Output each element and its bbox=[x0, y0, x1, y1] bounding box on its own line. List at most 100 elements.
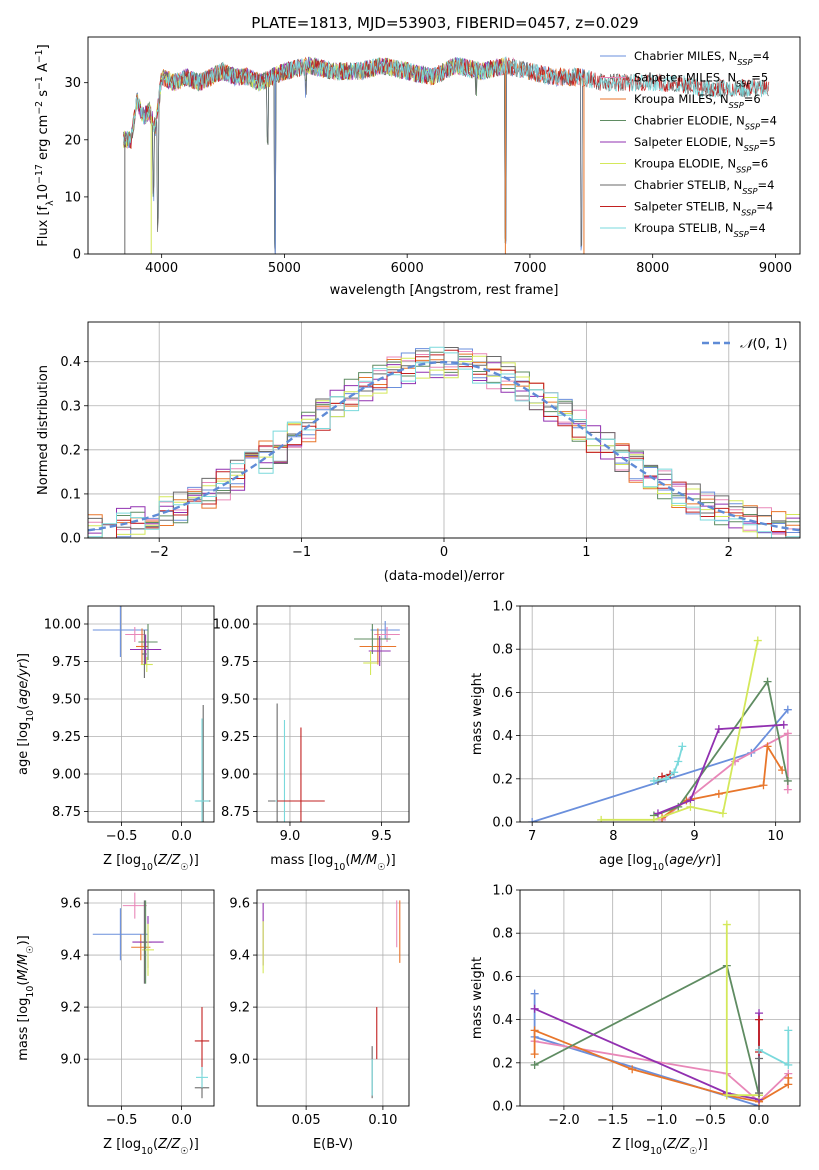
spectrum-ytick-label: 20 bbox=[64, 133, 81, 148]
spectrum-legend-label: Kroupa STELIB, NSSP=4 bbox=[634, 221, 766, 239]
mass_weight_vs_age-marker bbox=[763, 742, 772, 751]
age_vs_z-xtick-label: 0.0 bbox=[171, 829, 192, 844]
mass_weight_vs_z-marker bbox=[784, 1073, 793, 1082]
spectrum-ytick-label: 0 bbox=[73, 248, 81, 263]
mass_weight_vs_age-marker bbox=[763, 677, 772, 686]
age_vs_mass-ytick-label: 8.75 bbox=[221, 805, 250, 820]
mass_vs_z-ytick-label: 9.2 bbox=[60, 1001, 81, 1016]
spectrum-xtick-label: 4000 bbox=[145, 261, 178, 276]
spectrum-legend-label: Kroupa ELODIE, NSSP=6 bbox=[634, 157, 768, 175]
mass_vs_ebv-frame bbox=[256, 889, 410, 1107]
mass_weight_vs_age-marker bbox=[783, 729, 792, 738]
mass_weight_vs_z-frame bbox=[519, 889, 801, 1107]
mass_weight_vs_age-xlabel: age [log10(age/yr)] bbox=[599, 853, 721, 873]
residuals-ytick-label: 0.3 bbox=[60, 399, 81, 414]
mass_weight_vs_z-xtick-label: 0.0 bbox=[749, 1113, 770, 1128]
mass_weight_vs_z-xlabel: Z [log10(Z/Z☉)] bbox=[612, 1137, 708, 1157]
mass_weight_vs_age-marker bbox=[528, 818, 537, 822]
spectrum-legend-label: Kroupa MILES, NSSP=6 bbox=[634, 92, 761, 110]
mass_weight_vs_age-ytick-label: 0.8 bbox=[492, 643, 513, 658]
figure-title: PLATE=1813, MJD=53903, FIBERID=0457, z=0… bbox=[251, 14, 638, 32]
mass_weight_vs_age-ytick-label: 0.0 bbox=[492, 816, 513, 831]
mass_weight_vs_age-series-line bbox=[657, 723, 784, 815]
mass_vs_ebv-xtick-label: 0.10 bbox=[368, 1113, 397, 1128]
mass_weight_vs_age-ytick-label: 0.6 bbox=[492, 686, 513, 701]
age_vs_z-ytick-label: 8.75 bbox=[52, 805, 81, 820]
mass_weight_vs_z-ytick-label: 0.2 bbox=[492, 1056, 513, 1071]
mass_weight_vs_z-marker bbox=[628, 1065, 637, 1074]
age_vs_z-ylabel: age [log10(age/yr)] bbox=[16, 653, 36, 775]
mass_weight_vs_age-marker bbox=[670, 768, 679, 777]
mass_vs_ebv-ytick-label: 9.2 bbox=[229, 1001, 250, 1016]
mass_weight_vs_z-ytick-label: 0.8 bbox=[492, 927, 513, 942]
mass_vs_z-xtick-label: −0.5 bbox=[106, 1113, 138, 1128]
mass_weight_vs_age-marker bbox=[714, 725, 723, 734]
residuals-legend-label: 𝒩(0, 1) bbox=[740, 337, 787, 352]
mass_vs_ebv-ytick-label: 9.6 bbox=[229, 897, 250, 912]
mass_vs_ebv-ytick-label: 9.0 bbox=[229, 1053, 250, 1068]
mass_weight_vs_age-marker bbox=[783, 776, 792, 785]
age_vs_z-ytick-label: 9.00 bbox=[52, 768, 81, 783]
mass_weight_vs_z-ytick-label: 0.4 bbox=[492, 1013, 513, 1028]
spectrum-legend-label: Salpeter STELIB, NSSP=4 bbox=[634, 200, 773, 218]
mass_weight_vs_age-xtick-label: 9 bbox=[690, 829, 698, 844]
spectrum-ytick-label: 30 bbox=[64, 76, 81, 91]
age_vs_z-ytick-label: 10.00 bbox=[44, 618, 81, 633]
age_vs_mass-ytick-label: 10.00 bbox=[213, 618, 250, 633]
mass_vs_z-xlabel: Z [log10(Z/Z☉)] bbox=[103, 1137, 199, 1157]
spectrum-legend-label: Chabrier STELIB, NSSP=4 bbox=[634, 178, 774, 196]
mass_vs_z-frame bbox=[87, 889, 215, 1107]
age_vs_mass-points bbox=[267, 621, 400, 822]
spectrum-ytick-label: 10 bbox=[64, 190, 81, 205]
spectrum-legend-label: Chabrier ELODIE, NSSP=4 bbox=[634, 114, 777, 132]
mass_weight_vs_z-marker bbox=[755, 1015, 764, 1024]
mass_weight_vs_z-series-line bbox=[725, 924, 759, 1097]
mass_weight_vs_age-frame bbox=[519, 605, 801, 823]
residuals-histogram-step bbox=[88, 346, 800, 538]
residuals-ytick-label: 0.4 bbox=[60, 355, 81, 370]
residuals-xtick-label: −1 bbox=[292, 545, 311, 560]
mass_weight_vs_age-marker bbox=[714, 789, 723, 798]
spectrum-xtick-label: 9000 bbox=[759, 261, 792, 276]
mass_weight_vs_z-series-line bbox=[534, 964, 760, 1096]
residuals-xtick-label: 2 bbox=[725, 545, 733, 560]
spectrum-xlabel: wavelength [Angstrom, rest frame] bbox=[330, 283, 559, 298]
mass_weight_vs_z-marker bbox=[784, 1026, 793, 1035]
mass_weight_vs_z-marker bbox=[530, 1050, 539, 1059]
mass_weight_vs_age-marker bbox=[731, 757, 740, 766]
residuals-ylabel: Normed distribution bbox=[36, 365, 51, 495]
mass_weight_vs_z-series-line bbox=[533, 993, 760, 1106]
spectrum-series-line bbox=[123, 57, 769, 254]
residuals-ytick-label: 0.2 bbox=[60, 443, 81, 458]
mass_weight_vs_age-xtick-label: 8 bbox=[609, 829, 617, 844]
mass_weight_vs_z-ytick-label: 0.6 bbox=[492, 970, 513, 985]
residuals-xlabel: (data-model)/error bbox=[384, 569, 505, 584]
mass_weight_vs_age-marker bbox=[753, 636, 762, 645]
mass_vs_z-ytick-label: 9.0 bbox=[60, 1053, 81, 1068]
mass_weight_vs_age-marker bbox=[662, 774, 671, 783]
mass_weight_vs_z-ytick-label: 0.0 bbox=[492, 1100, 513, 1115]
mass_weight_vs_age-ylabel: mass weight bbox=[470, 673, 485, 755]
spectrum-xtick-label: 6000 bbox=[391, 261, 424, 276]
age_vs_mass-ytick-label: 9.50 bbox=[221, 693, 250, 708]
mass_weight_vs_z-series-line bbox=[534, 1040, 789, 1103]
mass_weight_vs_z-xtick-label: −2.0 bbox=[548, 1113, 580, 1128]
spectrum-xtick-label: 7000 bbox=[513, 261, 546, 276]
mass_weight_vs_age-marker bbox=[649, 815, 658, 822]
age_vs_mass-xtick-label: 9.0 bbox=[280, 829, 301, 844]
mass_vs_ebv-xlabel: E(B-V) bbox=[313, 1137, 353, 1152]
mass_weight_vs_z-xtick-label: −0.5 bbox=[694, 1113, 726, 1128]
age_vs_mass-xtick-label: 9.5 bbox=[371, 829, 392, 844]
mass_vs_ebv-ytick-label: 9.4 bbox=[229, 949, 250, 964]
mass_weight_vs_z-marker bbox=[530, 1004, 539, 1013]
age_vs_z-points bbox=[92, 606, 211, 822]
mass_weight_vs_z-marker bbox=[784, 1060, 793, 1069]
mass_vs_z-ylabel: mass [log10(M/M☉)] bbox=[16, 935, 36, 1061]
mass_vs_z-ytick-label: 9.6 bbox=[60, 897, 81, 912]
spectrum-xtick-label: 8000 bbox=[636, 261, 669, 276]
mass_weight_vs_age-lines bbox=[528, 636, 792, 822]
mass_weight_vs_z-series-line bbox=[758, 1030, 790, 1067]
mass_vs_z-xtick-label: 0.0 bbox=[171, 1113, 192, 1128]
mass_weight_vs_z-marker bbox=[530, 1060, 539, 1069]
spectrum-legend-label: Salpeter MILES, NSSP=5 bbox=[634, 71, 768, 89]
